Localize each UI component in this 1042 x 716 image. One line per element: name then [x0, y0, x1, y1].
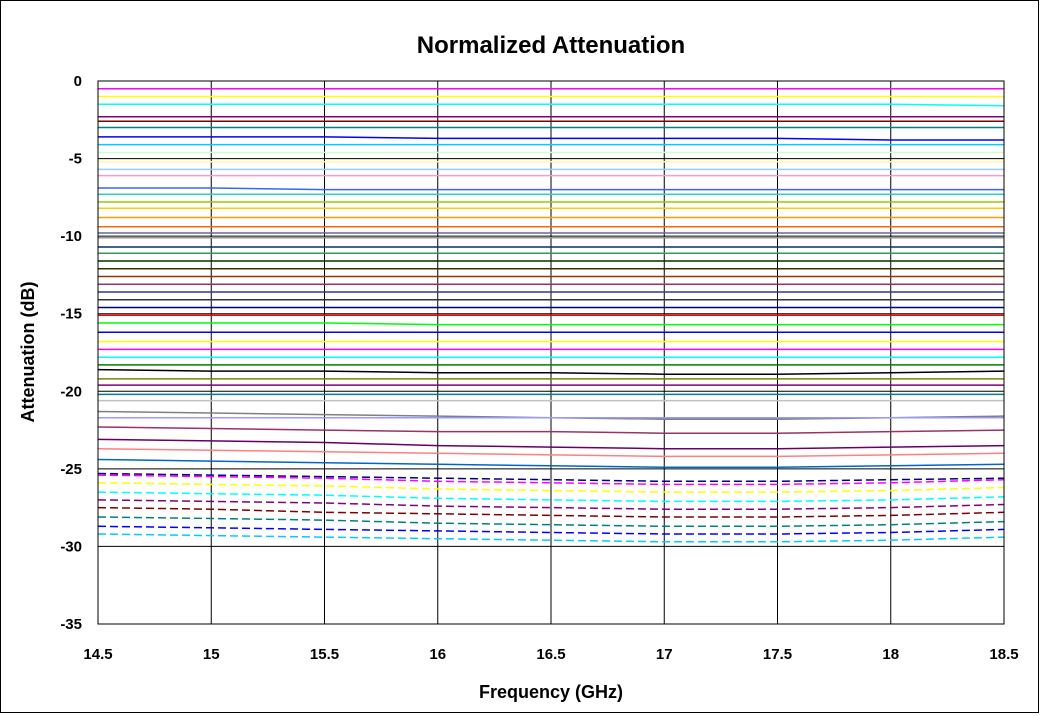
series-line-56 — [97, 533, 1005, 543]
y-tick-label: -10 — [60, 228, 82, 245]
x-tick-label: 15.5 — [310, 646, 339, 663]
x-axis-title: Frequency (GHz) — [479, 682, 623, 702]
y-tick-label: -35 — [60, 616, 82, 633]
series-line-45 — [97, 438, 1005, 450]
plot-border — [97, 80, 1005, 625]
y-tick-label: -20 — [60, 383, 82, 400]
y-tick-label: -30 — [60, 538, 82, 555]
series-line-54 — [97, 516, 1005, 528]
y-tick-label: -5 — [69, 151, 82, 168]
x-tick-label: 16.5 — [536, 646, 565, 663]
series-line-47 — [97, 458, 1005, 469]
y-axis-title: Attenuation (dB) — [18, 282, 38, 423]
y-tick-label: -15 — [60, 306, 82, 323]
y-tick-label: 0 — [74, 73, 82, 90]
series-line-7 — [98, 136, 1004, 141]
x-tick-label: 18.5 — [989, 646, 1018, 663]
x-tick-label: 18 — [882, 646, 899, 663]
series-line-48 — [97, 472, 1005, 483]
chart-title: Normalized Attenuation — [417, 32, 685, 59]
x-tick-label: 14.5 — [83, 646, 112, 663]
series-line-53 — [97, 506, 1005, 518]
x-tick-labels: 14.5 15 15.5 16 16.5 17 17.5 18 18.5 — [83, 646, 1018, 663]
series-layer — [97, 88, 1005, 543]
x-tick-label: 15 — [203, 646, 220, 663]
series-line-49 — [97, 474, 1005, 486]
x-tick-label: 16 — [429, 646, 446, 663]
y-tick-label: -25 — [60, 461, 82, 478]
series-line-13 — [98, 187, 1004, 191]
y-tick-labels: 0 -5 -10 -15 -20 -25 -30 -35 — [60, 73, 82, 633]
series-line-3 — [98, 103, 1005, 107]
series-line-50 — [97, 482, 1005, 493]
x-tick-label: 17 — [656, 646, 673, 663]
series-line-31 — [98, 322, 1004, 326]
series-line-44 — [97, 426, 1005, 434]
series-line-51 — [97, 491, 1005, 503]
series-line-55 — [97, 525, 1005, 535]
series-line-52 — [97, 499, 1005, 510]
series-line-37 — [97, 368, 1005, 375]
x-tick-label: 17.5 — [763, 646, 792, 663]
series-line-46 — [97, 447, 1005, 458]
